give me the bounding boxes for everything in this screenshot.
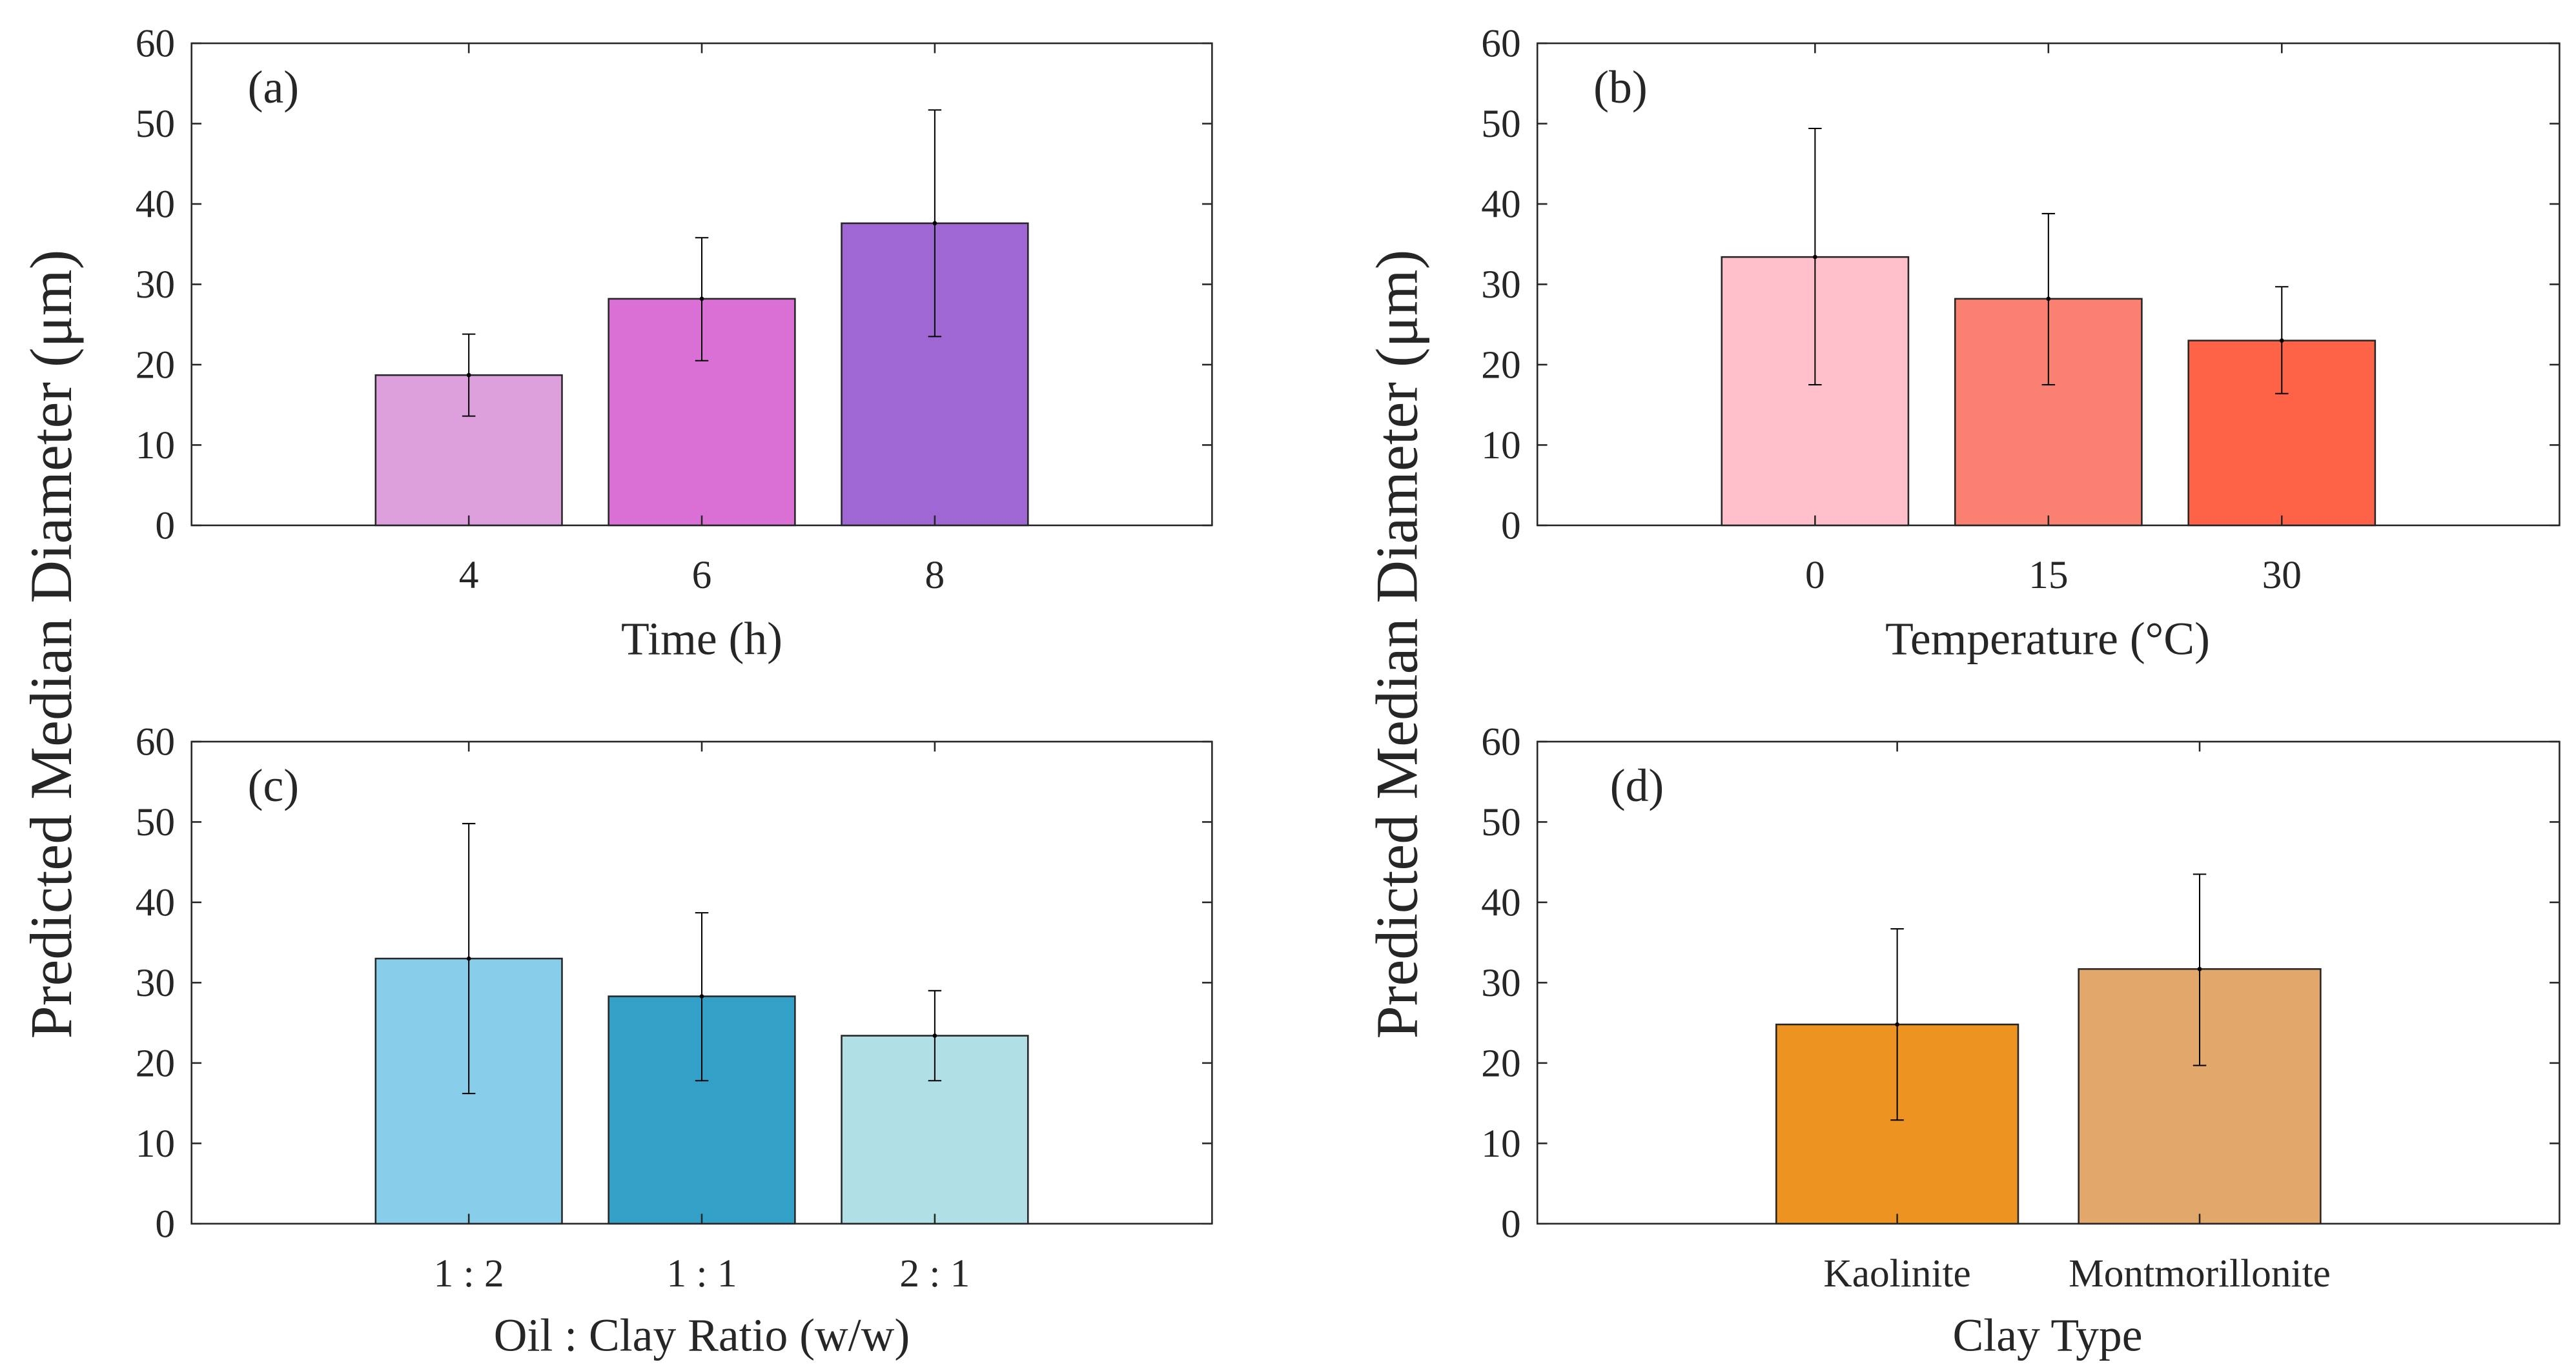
mean-marker <box>1813 254 1817 259</box>
y-tick-label: 0 <box>155 1202 175 1246</box>
y-tick-label: 10 <box>1481 423 1520 467</box>
x-tick-label: Montmorillonite <box>2069 1252 2331 1295</box>
x-tick-label: Kaolinite <box>1823 1252 1970 1295</box>
y-tick-label: 0 <box>1501 503 1521 547</box>
y-tick-label: 20 <box>1481 343 1520 387</box>
x-tick-label: 6 <box>692 553 712 597</box>
y-tick-label: 10 <box>1481 1122 1520 1166</box>
x-axis-label: Clay Type <box>1953 1310 2143 1361</box>
y-tick-label: 0 <box>1501 1202 1521 1246</box>
mean-marker <box>2279 338 2284 343</box>
mean-marker <box>2046 296 2051 301</box>
axes-box <box>1536 740 2561 1225</box>
y-tick-label: 60 <box>1481 720 1520 764</box>
panel-label: (a) <box>248 62 299 113</box>
y-tick-label: 30 <box>136 961 175 1005</box>
y-tick-label: 20 <box>136 1041 175 1085</box>
x-tick-label: 1 : 2 <box>434 1252 504 1295</box>
x-tick-label: 1 : 1 <box>666 1252 737 1295</box>
y-tick-label: 30 <box>136 263 175 307</box>
mean-marker <box>2197 966 2202 971</box>
y-tick-label: 60 <box>1481 22 1520 66</box>
mean-marker <box>466 372 471 378</box>
mean-marker <box>932 1033 937 1038</box>
y-tick-label: 50 <box>1481 102 1520 146</box>
y-tick-label: 30 <box>1481 961 1520 1005</box>
x-axis-label: Temperature (°C) <box>1885 613 2210 664</box>
y-tick-label: 40 <box>1481 880 1520 924</box>
y-tick-label: 60 <box>136 22 175 66</box>
x-axis-label: Time (h) <box>621 613 782 664</box>
x-tick-label: 30 <box>2262 553 2302 597</box>
x-tick-label: 2 : 1 <box>899 1252 970 1295</box>
mean-marker <box>932 221 937 226</box>
y-tick-label: 50 <box>1481 800 1520 844</box>
mean-marker <box>466 956 471 961</box>
y-tick-label: 40 <box>1481 182 1520 226</box>
y-tick-label: 10 <box>136 423 175 467</box>
y-tick-label: 40 <box>136 182 175 226</box>
x-axis-label: Oil : Clay Ratio (w/w) <box>494 1310 910 1361</box>
y-axis-label-left: Predicted Median Diameter (μm) <box>18 250 84 1039</box>
panel-b: (b) Temperature (°C) 0 10 20 30 40 50 60 0 15 30 <box>1481 22 2561 664</box>
panel-d: (d) Clay Type 0 10 20 30 40 50 60 Kaolinite Mont… <box>1481 720 2561 1361</box>
panel-label: (b) <box>1593 62 1648 113</box>
y-tick-label: 50 <box>136 102 175 146</box>
mean-marker <box>699 296 704 301</box>
x-tick-label: 0 <box>1805 553 1825 597</box>
mean-marker <box>699 994 704 999</box>
mean-marker <box>1895 1022 1899 1027</box>
x-tick-label: 15 <box>2029 553 2068 597</box>
x-tick-label: 4 <box>459 553 479 597</box>
y-tick-label: 30 <box>1481 263 1520 307</box>
y-tick-label: 0 <box>155 503 175 547</box>
panel-c: (c) Oil : Clay Ratio (w/w) 0 10 20 30 40 50 60… <box>136 720 1213 1361</box>
panel-label: (c) <box>248 760 299 811</box>
panel-label: (d) <box>1610 760 1664 811</box>
y-tick-label: 40 <box>136 880 175 924</box>
x-tick-label: 8 <box>925 553 945 597</box>
y-tick-label: 50 <box>136 800 175 844</box>
panel-a: (a) Time (h) 0 10 20 30 40 50 60 4 6 8 <box>136 22 1213 664</box>
y-tick-label: 60 <box>136 720 175 764</box>
y-tick-label: 10 <box>136 1122 175 1166</box>
y-axis-label-right: Predicted Median Diameter (μm) <box>1364 250 1430 1039</box>
y-tick-label: 20 <box>136 343 175 387</box>
y-tick-label: 20 <box>1481 1041 1520 1085</box>
